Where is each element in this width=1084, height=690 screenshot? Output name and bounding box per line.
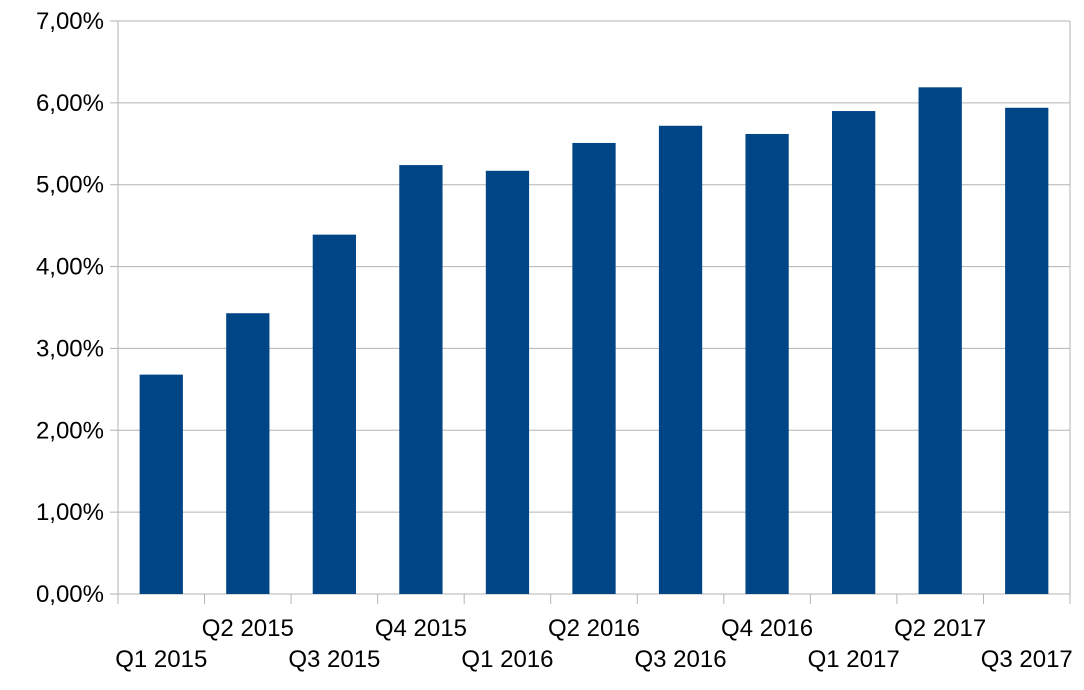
x-tick-label: Q1 2016 xyxy=(461,646,553,673)
axes xyxy=(110,20,1071,604)
x-tick-label: Q2 2015 xyxy=(202,615,294,642)
y-tick-label: 1,00% xyxy=(36,499,104,526)
y-tick-label: 5,00% xyxy=(36,172,104,199)
y-axis-tick-labels: 0,00% 1,00% 2,00% 3,00% 4,00% 5,00% 6,00% 7,00% xyxy=(36,8,104,608)
x-axis-tick-labels: Q1 2015 Q2 2015 Q3 2015 Q4 2015 Q1 2016 Q2 20… xyxy=(115,615,1073,673)
bar-q1-2016 xyxy=(485,170,530,594)
bar-q4-2015 xyxy=(399,165,443,594)
x-tick-label: Q1 2015 xyxy=(115,646,207,673)
x-tick-label: Q3 2015 xyxy=(288,646,380,673)
x-tick-label: Q1 2017 xyxy=(808,646,900,673)
y-tick-label: 7,00% xyxy=(36,8,104,35)
bar-series xyxy=(139,87,1049,595)
bar-q1-2017 xyxy=(832,111,876,595)
bar-q1-2015 xyxy=(139,374,183,594)
x-tick-label: Q2 2016 xyxy=(548,615,640,642)
bar-q4-2016 xyxy=(745,133,789,594)
x-tick-label: Q4 2016 xyxy=(721,615,813,642)
y-tick-label: 4,00% xyxy=(36,254,104,281)
y-tick-label: 6,00% xyxy=(36,90,104,117)
x-tick-label: Q3 2017 xyxy=(981,646,1073,673)
y-tick-label: 3,00% xyxy=(36,335,104,362)
bar-q2-2015 xyxy=(226,313,270,594)
bar-q2-2017 xyxy=(918,87,962,594)
bar-q3-2015 xyxy=(312,234,356,594)
x-tick-label: Q2 2017 xyxy=(894,615,986,642)
y-tick-label: 0,00% xyxy=(36,581,104,608)
bar-q2-2016 xyxy=(572,142,616,594)
x-tick-label: Q3 2016 xyxy=(635,646,727,673)
x-tick-label: Q4 2015 xyxy=(375,615,467,642)
y-tick-label: 2,00% xyxy=(36,417,104,444)
bar-q3-2017 xyxy=(1005,107,1049,595)
bar-q3-2016 xyxy=(658,125,703,594)
